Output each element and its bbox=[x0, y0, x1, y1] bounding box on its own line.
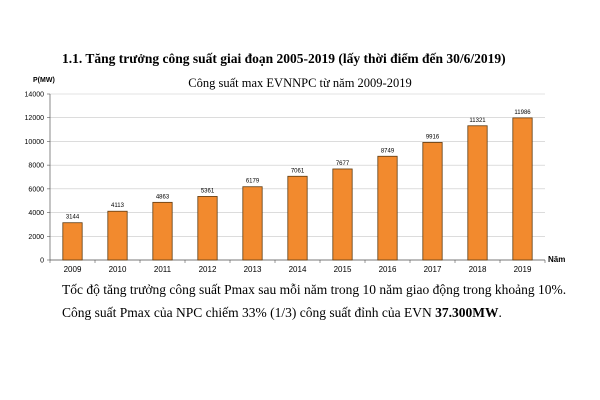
x-tick-label: 2009 bbox=[64, 265, 82, 274]
y-tick-label: 2000 bbox=[28, 234, 44, 241]
y-tick-label: 8000 bbox=[28, 163, 44, 170]
x-tick-label: 2014 bbox=[289, 265, 307, 274]
data-label: 11321 bbox=[469, 118, 486, 124]
x-tick-label: 2018 bbox=[469, 265, 487, 274]
data-label: 4863 bbox=[156, 194, 170, 200]
data-label: 7061 bbox=[291, 168, 305, 174]
capacity-share-text: Công suất Pmax của NPC chiếm 33% (1/3) c… bbox=[62, 305, 502, 321]
bar-layer bbox=[62, 117, 533, 261]
bar bbox=[107, 210, 128, 261]
bar bbox=[377, 155, 398, 261]
capacity-share-value: 37.300MW bbox=[435, 305, 499, 320]
data-label: 7677 bbox=[336, 161, 350, 167]
bar bbox=[422, 142, 443, 261]
data-label: 4113 bbox=[111, 203, 125, 209]
y-tick-label: 0 bbox=[40, 258, 44, 265]
y-tick-label: 12000 bbox=[25, 115, 45, 122]
data-label: 6179 bbox=[246, 179, 260, 185]
growth-rate-text: Tốc độ tăng trưởng công suất Pmax sau mỗ… bbox=[62, 282, 567, 297]
bar bbox=[287, 175, 308, 261]
data-label: 9916 bbox=[426, 134, 440, 140]
label-layer: 0 2000 4000 6000 8000 10000 12000 14000 3144 2009… bbox=[25, 92, 532, 275]
bar bbox=[62, 222, 83, 261]
section-heading: 1.1. Tăng trưởng công suất giai đoạn 200… bbox=[62, 51, 506, 66]
x-tick-label: 2011 bbox=[154, 265, 172, 274]
x-tick-label: 2017 bbox=[424, 265, 442, 274]
capacity-share-prefix: Công suất Pmax của NPC chiếm 33% (1/3) c… bbox=[62, 305, 436, 320]
y-tick-label: 6000 bbox=[28, 186, 44, 193]
x-tick-label: 2015 bbox=[334, 265, 352, 274]
data-label: 8749 bbox=[381, 148, 395, 154]
data-label: 5361 bbox=[201, 188, 215, 194]
y-tick-label: 4000 bbox=[28, 210, 44, 217]
bar bbox=[242, 186, 263, 261]
y-tick-label: 14000 bbox=[25, 92, 45, 99]
x-tick-label: 2013 bbox=[244, 265, 262, 274]
y-axis-label: P(MW) bbox=[33, 77, 55, 84]
x-tick-label: 2012 bbox=[199, 265, 217, 274]
bar bbox=[152, 201, 173, 261]
x-axis-label: Năm bbox=[548, 255, 565, 264]
x-tick-label: 2016 bbox=[379, 265, 397, 274]
x-tick-label: 2019 bbox=[514, 265, 532, 274]
data-label: 11986 bbox=[514, 110, 531, 116]
bar bbox=[467, 125, 488, 261]
chart-title: Công suất max EVNNPC từ năm 2009-2019 bbox=[188, 76, 411, 90]
bar bbox=[197, 196, 218, 261]
y-tick-label: 10000 bbox=[25, 139, 45, 146]
bar bbox=[512, 117, 533, 261]
data-label: 3144 bbox=[66, 215, 80, 221]
capacity-share-suffix: . bbox=[498, 305, 502, 320]
bar bbox=[332, 168, 353, 261]
x-tick-label: 2010 bbox=[109, 265, 127, 274]
